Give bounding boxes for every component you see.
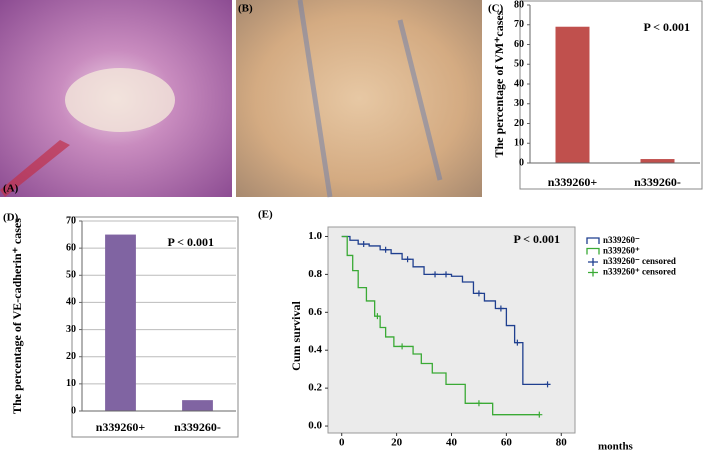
y-axis-label: The percentage of VM⁺cases [492,10,506,157]
censor-mark [536,411,543,418]
y-tick-label: 10 [66,378,76,389]
censor-mark [360,241,367,248]
y-tick-label: 1.0 [308,230,322,242]
bar [182,400,213,411]
censor-mark [497,305,504,312]
x-tick-label: 60 [501,437,513,449]
x-tick-label: 40 [446,437,458,449]
x-tick-label: n339260- [634,175,681,189]
y-tick-label: 50 [514,59,524,70]
censor-mark [382,246,389,253]
censor-mark [475,400,482,407]
bar [105,234,136,411]
y-tick-label: 70 [66,215,76,226]
y-tick-label: 0.6 [308,306,322,318]
micrograph-a [0,0,232,197]
legend-swatch [588,258,598,266]
plot-frame [71,216,239,438]
y-tick-label: 40 [66,297,76,308]
x-tick-label: n339260+ [548,175,598,189]
x-tick-label: 80 [556,437,568,449]
survival-curve [341,235,540,416]
censor-mark [432,271,439,278]
panel-label: (C) [488,3,504,15]
panel-label: (D) [3,212,19,224]
legend-label: n339260⁺ censored [603,267,676,277]
y-tick-label: 80 [514,0,524,10]
censor-mark [475,290,482,297]
y-tick-label: 20 [514,118,524,129]
x-tick-label: 20 [391,437,403,449]
censor-mark [443,271,450,278]
x-tick-label: n339260- [174,420,221,434]
y-tick-label: 60 [514,39,524,50]
y-tick-label: 0.8 [308,268,322,280]
x-tick-label: 0 [339,437,345,449]
annotation: P < 0.001 [513,232,560,246]
y-tick-label: 30 [514,98,524,109]
panel-label: (A) [3,183,19,195]
legend-swatch [588,268,598,277]
bar [555,26,590,163]
y-tick-label: 60 [66,242,76,253]
plot-frame [519,0,703,190]
censor-mark [514,339,521,346]
y-tick-label: 10 [514,138,524,149]
annotation: P < 0.001 [643,20,690,34]
censor-mark [544,381,551,388]
bar [640,159,675,163]
legend-swatch [586,247,600,255]
annotation: P < 0.001 [167,235,214,249]
censor-mark [374,313,381,320]
y-tick-label: 0 [71,405,76,416]
x-axis-label: months [598,441,634,453]
y-axis-label: Cum survival [289,301,303,371]
y-tick-label: 50 [66,270,76,281]
x-tick-label: n339260+ [96,420,146,434]
y-tick-label: 70 [514,19,524,30]
panel-label: (B) [238,3,253,15]
micrograph-b [236,0,482,198]
y-tick-label: 0.2 [308,382,322,394]
y-axis-label: The percentage of VE-cadherin⁺ cases [10,218,24,414]
legend-label: n339260⁺ [603,246,640,256]
y-tick-label: 0.0 [308,420,322,432]
legend-swatch [586,237,600,244]
y-tick-label: 0 [519,157,524,168]
y-tick-label: 0.4 [308,344,322,356]
panel-label: (E) [258,209,273,221]
y-tick-label: 40 [514,78,524,89]
censor-mark [404,256,411,263]
legend-label: n339260⁻ censored [603,256,676,266]
y-tick-label: 30 [66,324,76,335]
legend-label: n339260⁻ [603,235,640,245]
y-tick-label: 20 [66,351,76,362]
plot-background [327,226,576,434]
censor-mark [399,343,406,350]
